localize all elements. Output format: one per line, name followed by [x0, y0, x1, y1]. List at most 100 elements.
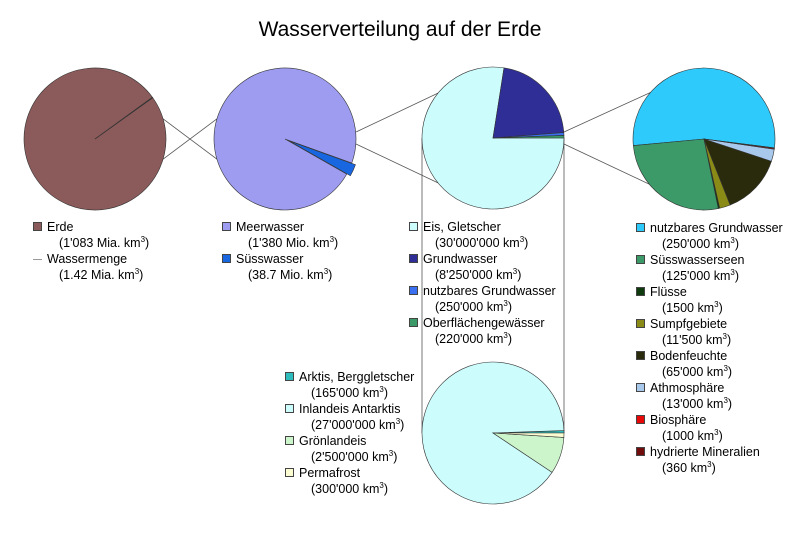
legend-swatch [636, 255, 645, 264]
legend-swatch [285, 436, 294, 445]
pie-slice [632, 138, 719, 211]
legend-entry: Athmosphäre [636, 380, 783, 396]
legend-entry: Arktis, Berggletscher [285, 369, 414, 385]
legend-value: (220'000 km3) [435, 331, 513, 347]
legend-label: Bodenfeuchte [650, 349, 728, 363]
legend-wassermenge: Meerwasser (1'380 Mio. km3) Süsswasser (… [222, 219, 338, 283]
legend-label: Sumpfgebiete [650, 317, 728, 331]
pie-slice [23, 67, 167, 211]
chart-title: Wasserverteilung auf der Erde [258, 18, 542, 41]
legend-value: (360 km3) [662, 460, 716, 476]
legend-entry: nutzbares Grundwasser [409, 283, 556, 299]
legend-value: (11'500 km3) [662, 332, 732, 348]
legend-swatch [636, 447, 645, 456]
legend-label: Eis, Gletscher [423, 220, 501, 234]
legend-value: (65'000 km3) [662, 364, 733, 380]
legend-entry: Biosphäre [636, 412, 783, 428]
pie-slice [703, 138, 775, 149]
legend-entry: hydrierte Mineralien [636, 444, 783, 460]
legend-erde: Erde (1'083 Mia. km3) Wassermenge (1.42 … [33, 219, 149, 283]
legend-value: (1'380 Mio. km3) [248, 235, 339, 251]
legend-label: Süsswasser [236, 252, 304, 266]
legend-label: hydrierte Mineralien [650, 445, 760, 459]
legend-value: (8'250'000 km3) [435, 267, 522, 283]
legend-swatch [285, 372, 294, 381]
legend-entry: Wassermenge [33, 251, 149, 267]
legend-entry: Flüsse [636, 284, 783, 300]
legend-label: Meerwasser [236, 220, 305, 234]
legend-value: (165'000 km3) [311, 385, 389, 401]
legend-swatch [285, 468, 294, 477]
legend-label: Süsswasserseen [650, 253, 745, 267]
legend-swatch [409, 222, 418, 231]
legend-value: (2'500'000 km3) [311, 449, 398, 465]
pie-slice [213, 67, 357, 211]
pie-slice [632, 67, 776, 149]
legend-entry: Grönlandeis [285, 433, 414, 449]
legend-eis-gletscher: Arktis, Berggletscher (165'000 km3) Inla… [285, 369, 414, 497]
pie-2 [213, 67, 357, 211]
legend-swatch [33, 222, 42, 231]
legend-swatch [636, 415, 645, 424]
pie-slice [94, 96, 154, 140]
legend-value: (13'000 km3) [662, 396, 733, 412]
legend-swatch [636, 223, 645, 232]
pie-slice [492, 135, 565, 139]
legend-entry: Süsswasserseen [636, 252, 783, 268]
legend-entry: Inlandeis Antarktis [285, 401, 414, 417]
legend-entry: Bodenfeuchte [636, 348, 783, 364]
legend-value: (250'000 km3) [662, 236, 740, 252]
legend-entry: nutzbares Grundwasser [636, 220, 783, 236]
legend-line-swatch [33, 259, 42, 260]
legend-label: Oberflächengewässer [423, 316, 545, 330]
legend-entry: Meerwasser [222, 219, 338, 235]
legend-value: (300'000 km3) [311, 481, 389, 497]
legend-entry: Permafrost [285, 465, 414, 481]
legend-value: (125'000 km3) [662, 268, 740, 284]
legend-label: Arktis, Berggletscher [299, 370, 415, 384]
legend-label: Athmosphäre [650, 381, 725, 395]
legend-label: Inlandeis Antarktis [299, 402, 401, 416]
legend-entry: Oberflächengewässer [409, 315, 556, 331]
legend-value: (1000 km3) [662, 428, 723, 444]
legend-swatch [636, 351, 645, 360]
legend-value: (38.7 Mio. km3) [248, 267, 333, 283]
legend-suesswasser: Eis, Gletscher (30'000'000 km3) Grundwas… [409, 219, 556, 347]
legend-value: (1500 km3) [662, 300, 723, 316]
legend-nutzbares-grundwasser: nutzbares Grundwasser (250'000 km3) Süss… [636, 220, 783, 476]
legend-swatch [636, 319, 645, 328]
pie-5 [421, 361, 565, 505]
legend-swatch [636, 383, 645, 392]
legend-label: Wassermenge [47, 252, 128, 266]
pie-slice [703, 138, 772, 206]
pie-slice [492, 432, 565, 438]
legend-entry: Eis, Gletscher [409, 219, 556, 235]
legend-swatch [409, 286, 418, 295]
legend-label: Grönlandeis [299, 434, 367, 448]
legend-value: (1.42 Mia. km3) [59, 267, 144, 283]
legend-entry: Grundwasser [409, 251, 556, 267]
legend-swatch [409, 318, 418, 327]
legend-swatch [636, 287, 645, 296]
legend-entry: Sumpfgebiete [636, 316, 783, 332]
legend-value: (1'083 Mia. km3) [59, 235, 150, 251]
legend-label: Erde [47, 220, 74, 234]
legend-label: Biosphäre [650, 413, 707, 427]
legend-value: (30'000'000 km3) [435, 235, 529, 251]
pie-1 [23, 67, 167, 211]
legend-entry: Erde [33, 219, 149, 235]
legend-entry: Süsswasser [222, 251, 338, 267]
legend-swatch [285, 404, 294, 413]
legend-swatch [409, 254, 418, 263]
legend-label: nutzbares Grundwasser [423, 284, 556, 298]
legend-label: Grundwasser [423, 252, 498, 266]
pie-slice [492, 67, 565, 139]
legend-swatch [222, 254, 231, 263]
pie-slice [288, 140, 356, 177]
legend-value: (27'000'000 km3) [311, 417, 405, 433]
legend-label: nutzbares Grundwasser [650, 221, 783, 235]
pie-3 [421, 66, 565, 210]
legend-label: Flüsse [650, 285, 687, 299]
legend-label: Permafrost [299, 466, 361, 480]
